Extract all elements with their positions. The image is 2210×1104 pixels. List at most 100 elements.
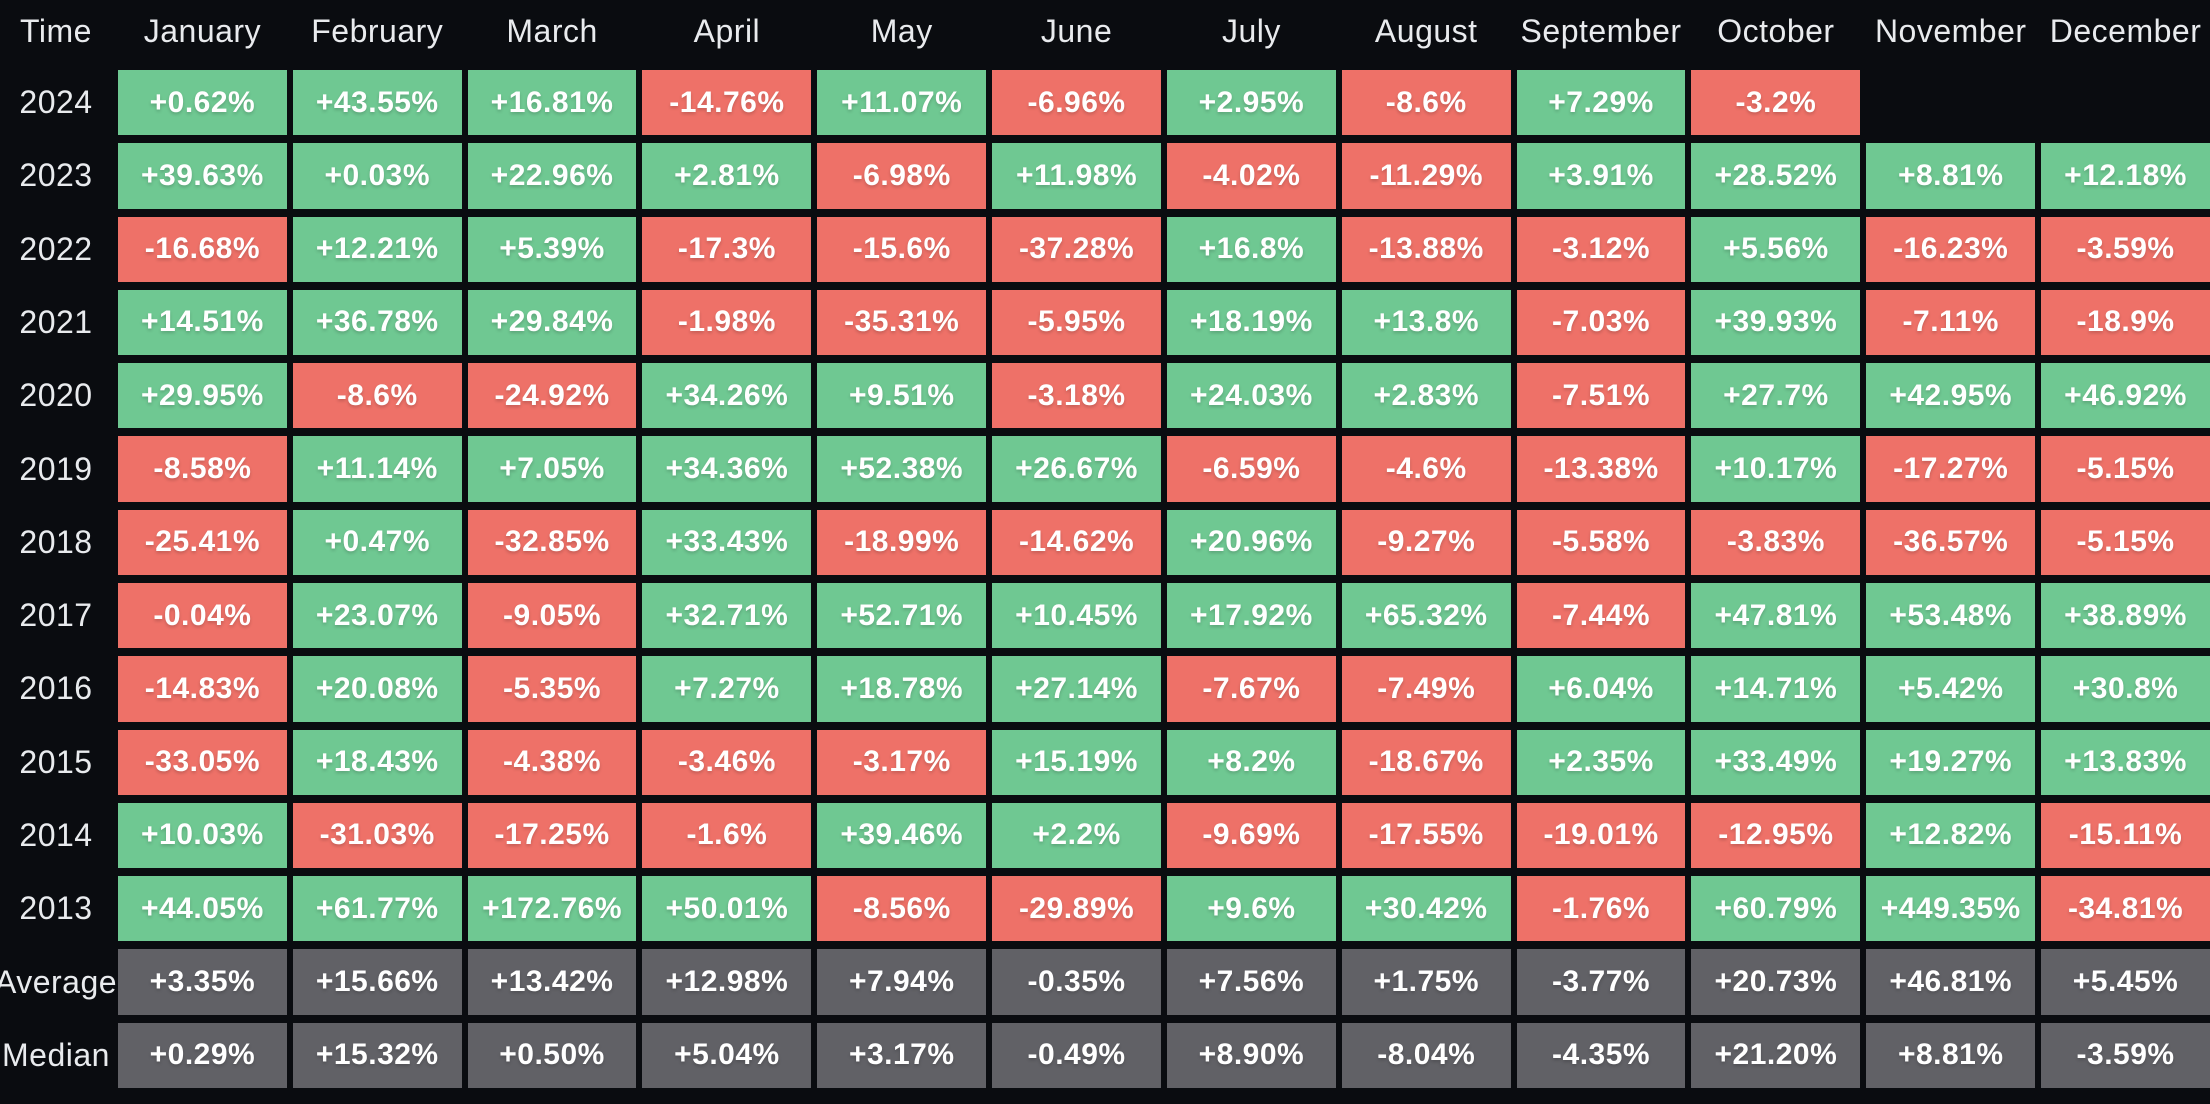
heatmap-cell-2019-december[interactable]: -5.15% <box>2041 436 2210 502</box>
heatmap-cell-2024-april[interactable]: -14.76% <box>642 70 812 136</box>
heatmap-cell-2018-september[interactable]: -5.58% <box>1516 509 1686 575</box>
heatmap-cell-2016-december[interactable]: +30.8% <box>2041 656 2210 722</box>
heatmap-cell-2015-october[interactable]: +33.49% <box>1691 729 1861 795</box>
heatmap-cell-2014-december[interactable]: -15.11% <box>2041 802 2210 869</box>
heatmap-cell-average-september[interactable]: -3.77% <box>1516 949 1686 1015</box>
heatmap-cell-2021-august[interactable]: +13.8% <box>1341 289 1511 356</box>
heatmap-cell-median-august[interactable]: -8.04% <box>1341 1022 1511 1088</box>
heatmap-cell-2013-august[interactable]: +30.42% <box>1341 876 1511 942</box>
heatmap-cell-2016-may[interactable]: +18.78% <box>817 656 987 722</box>
heatmap-cell-2024-june[interactable]: -6.96% <box>992 70 1161 136</box>
heatmap-cell-average-june[interactable]: -0.35% <box>992 949 1161 1015</box>
heatmap-cell-average-november[interactable]: +46.81% <box>1866 949 2036 1015</box>
heatmap-cell-2022-march[interactable]: +5.39% <box>467 216 637 282</box>
heatmap-cell-2021-march[interactable]: +29.84% <box>467 289 637 356</box>
heatmap-cell-2018-january[interactable]: -25.41% <box>118 509 287 575</box>
heatmap-cell-2014-july[interactable]: -9.69% <box>1166 802 1336 869</box>
heatmap-cell-2016-february[interactable]: +20.08% <box>292 656 462 722</box>
heatmap-cell-2021-july[interactable]: +18.19% <box>1166 289 1336 356</box>
heatmap-cell-2021-april[interactable]: -1.98% <box>642 289 812 356</box>
heatmap-cell-average-december[interactable]: +5.45% <box>2041 949 2210 1015</box>
heatmap-cell-2020-june[interactable]: -3.18% <box>992 363 1161 429</box>
heatmap-cell-2019-september[interactable]: -13.38% <box>1516 436 1686 502</box>
heatmap-cell-2021-may[interactable]: -35.31% <box>817 289 987 356</box>
heatmap-cell-2020-october[interactable]: +27.7% <box>1691 363 1861 429</box>
heatmap-cell-2024-august[interactable]: -8.6% <box>1341 70 1511 136</box>
heatmap-cell-2013-september[interactable]: -1.76% <box>1516 876 1686 942</box>
heatmap-cell-2014-october[interactable]: -12.95% <box>1691 802 1861 869</box>
heatmap-cell-2023-february[interactable]: +0.03% <box>292 143 462 209</box>
heatmap-cell-average-april[interactable]: +12.98% <box>642 949 812 1015</box>
heatmap-cell-median-april[interactable]: +5.04% <box>642 1022 812 1088</box>
heatmap-cell-median-february[interactable]: +15.32% <box>292 1022 462 1088</box>
heatmap-cell-2017-february[interactable]: +23.07% <box>292 582 462 649</box>
heatmap-cell-2015-may[interactable]: -3.17% <box>817 729 987 795</box>
heatmap-cell-2015-august[interactable]: -18.67% <box>1341 729 1511 795</box>
heatmap-cell-2018-april[interactable]: +33.43% <box>642 509 812 575</box>
heatmap-cell-2015-june[interactable]: +15.19% <box>992 729 1161 795</box>
heatmap-cell-2024-october[interactable]: -3.2% <box>1691 70 1861 136</box>
heatmap-cell-2018-march[interactable]: -32.85% <box>467 509 637 575</box>
heatmap-cell-2017-august[interactable]: +65.32% <box>1341 582 1511 649</box>
heatmap-cell-2020-november[interactable]: +42.95% <box>1866 363 2036 429</box>
heatmap-cell-2020-march[interactable]: -24.92% <box>467 363 637 429</box>
heatmap-cell-2019-august[interactable]: -4.6% <box>1341 436 1511 502</box>
heatmap-cell-2021-december[interactable]: -18.9% <box>2041 289 2210 356</box>
heatmap-cell-2018-june[interactable]: -14.62% <box>992 509 1161 575</box>
heatmap-cell-2017-march[interactable]: -9.05% <box>467 582 637 649</box>
heatmap-cell-2023-january[interactable]: +39.63% <box>118 143 287 209</box>
heatmap-cell-2021-february[interactable]: +36.78% <box>292 289 462 356</box>
heatmap-cell-2016-august[interactable]: -7.49% <box>1341 656 1511 722</box>
heatmap-cell-2019-march[interactable]: +7.05% <box>467 436 637 502</box>
heatmap-cell-2014-august[interactable]: -17.55% <box>1341 802 1511 869</box>
heatmap-cell-2015-september[interactable]: +2.35% <box>1516 729 1686 795</box>
heatmap-cell-2015-december[interactable]: +13.83% <box>2041 729 2210 795</box>
heatmap-cell-2019-october[interactable]: +10.17% <box>1691 436 1861 502</box>
heatmap-cell-average-may[interactable]: +7.94% <box>817 949 987 1015</box>
heatmap-cell-2019-january[interactable]: -8.58% <box>118 436 287 502</box>
heatmap-cell-median-june[interactable]: -0.49% <box>992 1022 1161 1088</box>
heatmap-cell-2013-december[interactable]: -34.81% <box>2041 876 2210 942</box>
heatmap-cell-2020-december[interactable]: +46.92% <box>2041 363 2210 429</box>
heatmap-cell-2019-april[interactable]: +34.36% <box>642 436 812 502</box>
heatmap-cell-2024-may[interactable]: +11.07% <box>817 70 987 136</box>
heatmap-cell-2016-june[interactable]: +27.14% <box>992 656 1161 722</box>
heatmap-cell-2020-april[interactable]: +34.26% <box>642 363 812 429</box>
heatmap-cell-median-july[interactable]: +8.90% <box>1166 1022 1336 1088</box>
heatmap-cell-2024-march[interactable]: +16.81% <box>467 70 637 136</box>
heatmap-cell-2021-september[interactable]: -7.03% <box>1516 289 1686 356</box>
heatmap-cell-2023-october[interactable]: +28.52% <box>1691 143 1861 209</box>
heatmap-cell-2013-july[interactable]: +9.6% <box>1166 876 1336 942</box>
heatmap-cell-2014-april[interactable]: -1.6% <box>642 802 812 869</box>
heatmap-cell-2015-march[interactable]: -4.38% <box>467 729 637 795</box>
heatmap-cell-2017-october[interactable]: +47.81% <box>1691 582 1861 649</box>
heatmap-cell-2017-december[interactable]: +38.89% <box>2041 582 2210 649</box>
heatmap-cell-average-february[interactable]: +15.66% <box>292 949 462 1015</box>
heatmap-cell-2019-june[interactable]: +26.67% <box>992 436 1161 502</box>
heatmap-cell-2014-september[interactable]: -19.01% <box>1516 802 1686 869</box>
heatmap-cell-2017-may[interactable]: +52.71% <box>817 582 987 649</box>
heatmap-cell-2023-may[interactable]: -6.98% <box>817 143 987 209</box>
heatmap-cell-2024-january[interactable]: +0.62% <box>118 70 287 136</box>
heatmap-cell-2018-december[interactable]: -5.15% <box>2041 509 2210 575</box>
heatmap-cell-median-november[interactable]: +8.81% <box>1866 1022 2036 1088</box>
heatmap-cell-2021-january[interactable]: +14.51% <box>118 289 287 356</box>
heatmap-cell-2022-november[interactable]: -16.23% <box>1866 216 2036 282</box>
heatmap-cell-2020-february[interactable]: -8.6% <box>292 363 462 429</box>
heatmap-cell-2023-september[interactable]: +3.91% <box>1516 143 1686 209</box>
heatmap-cell-2016-january[interactable]: -14.83% <box>118 656 287 722</box>
heatmap-cell-2022-april[interactable]: -17.3% <box>642 216 812 282</box>
heatmap-cell-2015-february[interactable]: +18.43% <box>292 729 462 795</box>
heatmap-cell-2017-january[interactable]: -0.04% <box>118 582 287 649</box>
heatmap-cell-2017-september[interactable]: -7.44% <box>1516 582 1686 649</box>
heatmap-cell-2013-november[interactable]: +449.35% <box>1866 876 2036 942</box>
heatmap-cell-2023-march[interactable]: +22.96% <box>467 143 637 209</box>
heatmap-cell-2022-july[interactable]: +16.8% <box>1166 216 1336 282</box>
heatmap-cell-2024-february[interactable]: +43.55% <box>292 70 462 136</box>
heatmap-cell-median-march[interactable]: +0.50% <box>467 1022 637 1088</box>
heatmap-cell-2022-august[interactable]: -13.88% <box>1341 216 1511 282</box>
heatmap-cell-2023-august[interactable]: -11.29% <box>1341 143 1511 209</box>
heatmap-cell-2023-july[interactable]: -4.02% <box>1166 143 1336 209</box>
heatmap-cell-2018-august[interactable]: -9.27% <box>1341 509 1511 575</box>
heatmap-cell-2016-november[interactable]: +5.42% <box>1866 656 2036 722</box>
